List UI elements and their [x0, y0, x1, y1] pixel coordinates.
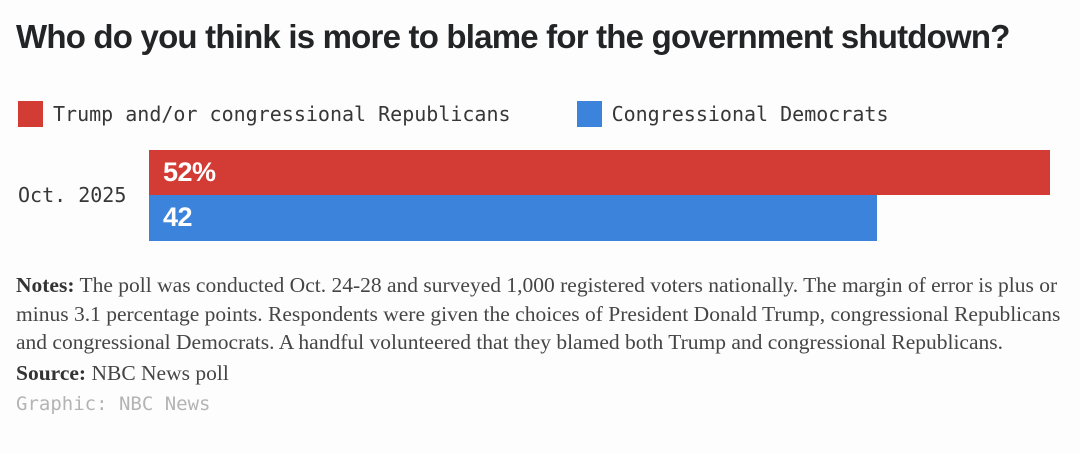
legend-label-democrats: Congressional Democrats — [611, 101, 889, 126]
bar-group: 52% 42 — [149, 149, 1050, 241]
legend-item-republicans: Trump and/or congressional Republicans — [18, 100, 511, 127]
category-label: Oct. 2025 — [18, 183, 127, 208]
graphic-credit: Graphic: NBC News — [16, 393, 211, 416]
bar-value-democrats: 42 — [163, 202, 193, 233]
chart-card: Who do you think is more to blame for th… — [16, 18, 1064, 416]
legend-swatch-red — [18, 100, 43, 127]
legend: Trump and/or congressional Republicans C… — [18, 100, 1064, 127]
chart-title: Who do you think is more to blame for th… — [16, 18, 1010, 55]
bar-republicans: 52% — [149, 149, 1050, 195]
source-line: Source: NBC News poll — [16, 361, 1064, 386]
chart-row: Oct. 2025 52% 42 — [16, 149, 1064, 241]
notes-label: Notes: — [16, 272, 75, 297]
bar-democrats: 42 — [149, 194, 877, 241]
legend-swatch-blue — [576, 100, 602, 127]
bar-value-republicans: 52% — [163, 156, 216, 187]
source-body: NBC News poll — [86, 361, 229, 386]
notes-body: The poll was conducted Oct. 24-28 and su… — [16, 272, 1061, 355]
legend-label-republicans: Trump and/or congressional Republicans — [53, 101, 511, 126]
source-label: Source: — [16, 361, 87, 386]
notes-text: Notes: The poll was conducted Oct. 24-28… — [16, 271, 1062, 358]
legend-item-democrats: Congressional Democrats — [576, 100, 889, 127]
